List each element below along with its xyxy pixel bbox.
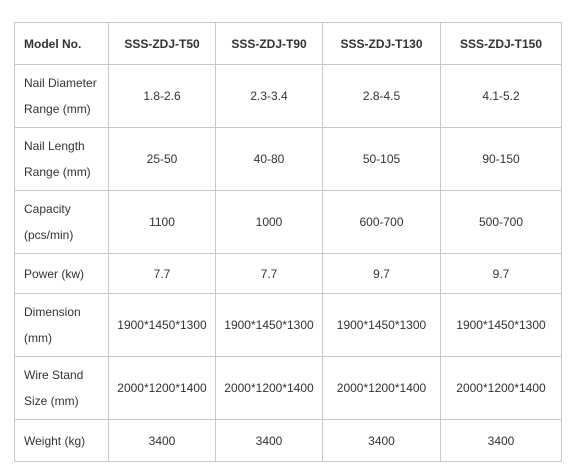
row-label-line: Dimension [24, 305, 81, 319]
table-cell: 2.8-4.5 [322, 64, 441, 128]
table-cell: 7.7 [108, 253, 216, 294]
table-cell: 1900*1450*1300 [108, 293, 216, 357]
row-label-line: Size (mm) [24, 394, 79, 408]
row-label-line: Nail Diameter [24, 76, 97, 90]
row-label: Capacity (pcs/min) [14, 190, 109, 254]
table-cell: 50-105 [322, 127, 441, 191]
row-label-line: Capacity [24, 202, 71, 216]
table-row: Weight (kg) 3400 3400 3400 3400 [14, 419, 562, 462]
row-label: Nail Length Range (mm) [14, 127, 109, 191]
model-header: SSS-ZDJ-T130 [322, 22, 441, 65]
table-cell: 2000*1200*1400 [440, 356, 562, 420]
spec-table: Model No. SSS-ZDJ-T50 SSS-ZDJ-T90 SSS-ZD… [14, 22, 562, 462]
row-label: Wire Stand Size (mm) [14, 356, 109, 420]
table-cell: 25-50 [108, 127, 216, 191]
table-cell: 2000*1200*1400 [322, 356, 441, 420]
table-cell: 3400 [215, 419, 323, 462]
table-cell: 3400 [108, 419, 216, 462]
table-cell: 1000 [215, 190, 323, 254]
row-label-line: (pcs/min) [24, 228, 74, 242]
table-row: Nail Length Range (mm) 25-50 40-80 50-10… [14, 127, 562, 191]
header-label: Model No. [14, 22, 109, 65]
table-cell: 4.1-5.2 [440, 64, 562, 128]
table-cell: 2000*1200*1400 [215, 356, 323, 420]
table-cell: 40-80 [215, 127, 323, 191]
table-cell: 2000*1200*1400 [108, 356, 216, 420]
row-label: Weight (kg) [14, 419, 109, 462]
table-row: Power (kw) 7.7 7.7 9.7 9.7 [14, 253, 562, 294]
model-header: SSS-ZDJ-T150 [440, 22, 562, 65]
table-cell: 500-700 [440, 190, 562, 254]
row-label-line: Nail Length [24, 139, 85, 153]
table-cell: 600-700 [322, 190, 441, 254]
row-label: Power (kw) [14, 253, 109, 294]
row-label-line: Range (mm) [24, 102, 91, 116]
table-cell: 2.3-3.4 [215, 64, 323, 128]
table-cell: 3400 [322, 419, 441, 462]
table-cell: 7.7 [215, 253, 323, 294]
table-cell: 1900*1450*1300 [440, 293, 562, 357]
row-label-line: Weight (kg) [24, 433, 86, 448]
row-label-line: (mm) [24, 331, 52, 345]
model-header: SSS-ZDJ-T50 [108, 22, 216, 65]
row-label-line: Power (kw) [24, 266, 85, 281]
model-header: SSS-ZDJ-T90 [215, 22, 323, 65]
table-cell: 1900*1450*1300 [215, 293, 323, 357]
row-label-line: Range (mm) [24, 165, 91, 179]
table-row: Capacity (pcs/min) 1100 1000 600-700 500… [14, 190, 562, 254]
table-row: Nail Diameter Range (mm) 1.8-2.6 2.3-3.4… [14, 64, 562, 128]
row-label: Dimension (mm) [14, 293, 109, 357]
row-label: Nail Diameter Range (mm) [14, 64, 109, 128]
table-row: Wire Stand Size (mm) 2000*1200*1400 2000… [14, 356, 562, 420]
table-cell: 1900*1450*1300 [322, 293, 441, 357]
table-cell: 1.8-2.6 [108, 64, 216, 128]
table-cell: 1100 [108, 190, 216, 254]
table-cell: 90-150 [440, 127, 562, 191]
table-row: Dimension (mm) 1900*1450*1300 1900*1450*… [14, 293, 562, 357]
table-cell: 9.7 [322, 253, 441, 294]
header-row: Model No. SSS-ZDJ-T50 SSS-ZDJ-T90 SSS-ZD… [14, 22, 562, 65]
table-cell: 3400 [440, 419, 562, 462]
row-label-line: Wire Stand [24, 368, 84, 382]
table-cell: 9.7 [440, 253, 562, 294]
